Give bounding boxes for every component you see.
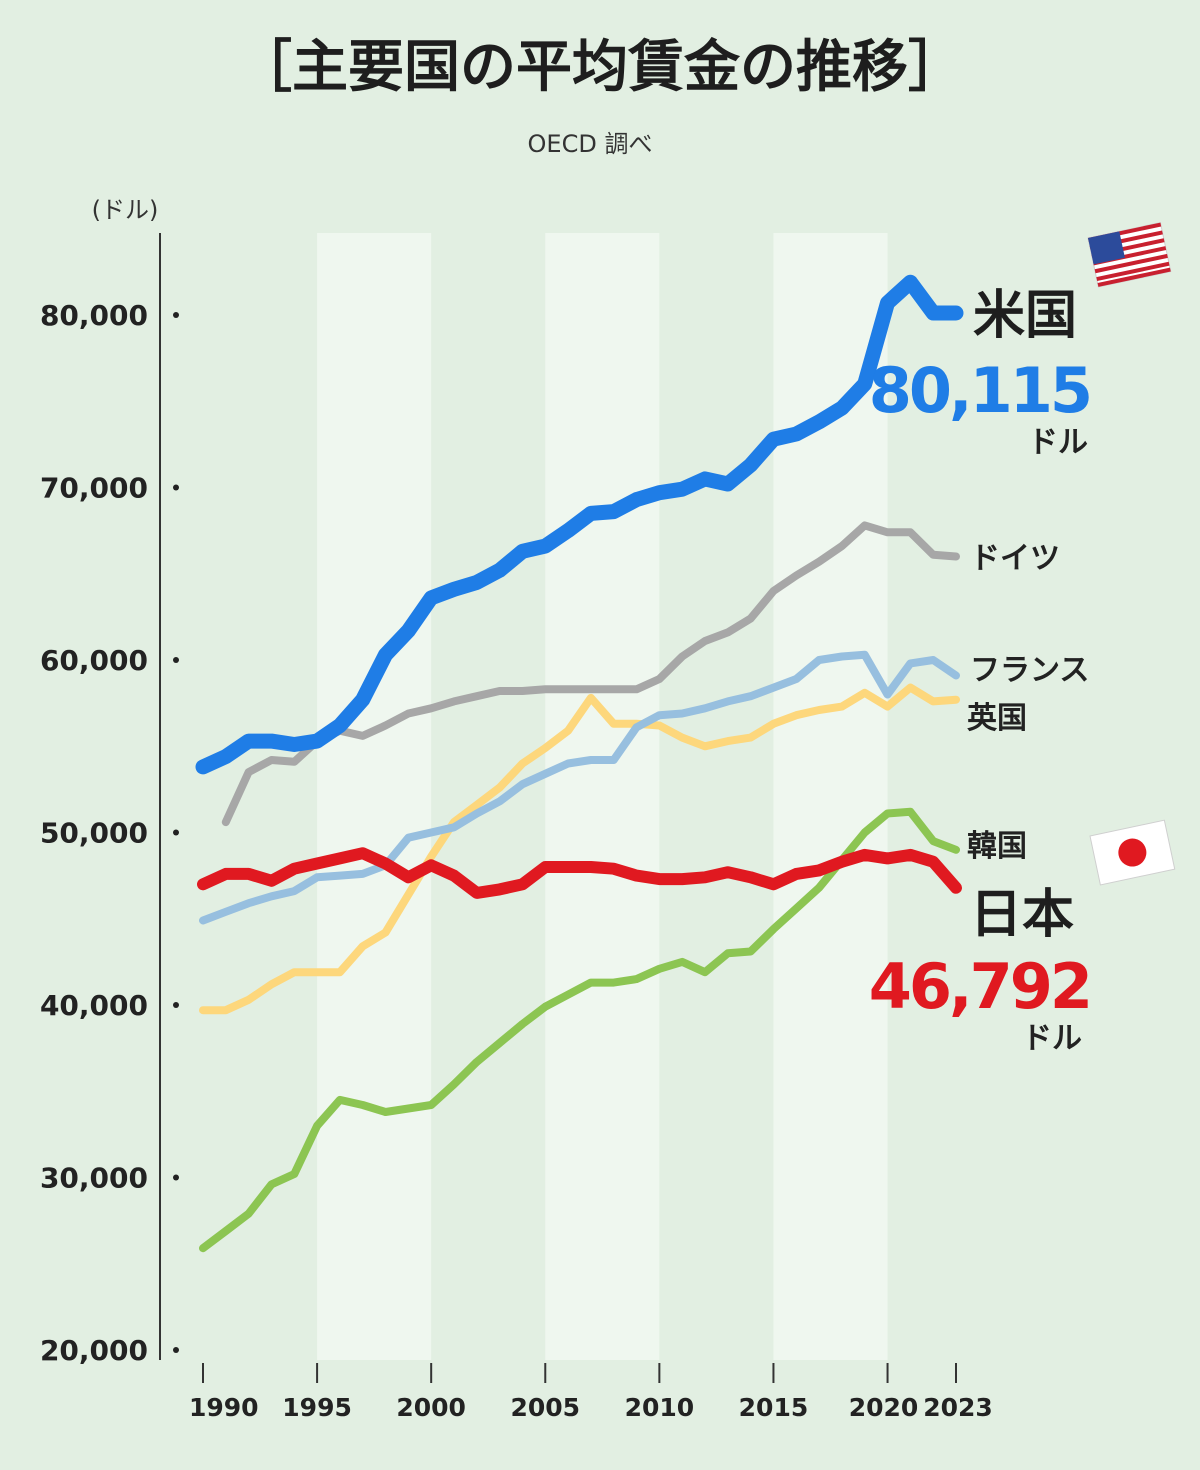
shaded-bands (317, 233, 888, 1360)
japan-name-label: 日本 (970, 885, 1074, 945)
chart-title: ［主要国の平均賃金の推移］ (236, 35, 964, 100)
series-line-germany (221, 521, 960, 827)
y-tick-label: 80,000 (40, 299, 148, 332)
x-tick-label: 2005 (510, 1393, 580, 1422)
series-line-us (195, 274, 964, 775)
us-value-label: 80,115 (869, 354, 1090, 427)
y-axis-unit: (ドル) (92, 196, 159, 224)
us-flag-icon (1087, 222, 1172, 288)
shaded-band-1 (545, 233, 660, 1360)
japan-value-unit: ドル (1022, 1021, 1082, 1056)
x-tick-label: 2000 (396, 1393, 466, 1422)
y-tick-dot (173, 1174, 179, 1181)
x-tick-label: 1990 (189, 1393, 259, 1422)
series-line-france (199, 650, 960, 925)
series-line-japan (197, 847, 962, 899)
us-name-label: 米国 (973, 286, 1077, 346)
y-tick-label: 30,000 (40, 1162, 148, 1195)
x-tick-label: 2020 (849, 1393, 919, 1422)
y-tick-label: 70,000 (40, 472, 148, 505)
x-tick-label: 2010 (625, 1393, 695, 1422)
y-tick-dot (173, 829, 179, 836)
y-tick-dot (173, 484, 179, 491)
y-tick-label: 40,000 (40, 989, 148, 1022)
y-tick-dot (173, 1347, 179, 1353)
us-value-unit: ドル (1028, 425, 1088, 460)
y-tick-label: 20,000 (40, 1334, 148, 1367)
y-tick-dot (173, 312, 179, 318)
series-lines (195, 274, 964, 1253)
japan-value-label: 46,792 (869, 950, 1090, 1023)
x-tick-label: 2023 (923, 1393, 993, 1422)
y-axis-ticks: 20,000 30,000 40,000 50,000 60,000 70,000 80,0… (40, 299, 179, 1367)
japan-flag-icon (1089, 819, 1176, 886)
y-tick-dot (173, 657, 179, 663)
x-axis-ticks: 1990 1995 2000 2005 2010 2015 2020 2023 (189, 1363, 993, 1422)
y-tick-label: 50,000 (40, 817, 148, 850)
x-tick-label: 1995 (282, 1393, 352, 1422)
france-name-label: フランス (970, 653, 1089, 688)
korea-name-label: 韓国 (967, 829, 1027, 864)
shaded-band-0 (317, 233, 432, 1360)
x-tick-label: 2015 (739, 1393, 809, 1422)
y-tick-label: 60,000 (40, 644, 148, 677)
germany-name-label: ドイツ (970, 541, 1060, 576)
uk-name-label: 英国 (967, 701, 1027, 736)
series-line-uk (199, 683, 960, 1015)
series-line-korea (199, 807, 960, 1253)
y-tick-dot (173, 1002, 179, 1008)
source-note: OECD 調べ (528, 130, 653, 158)
